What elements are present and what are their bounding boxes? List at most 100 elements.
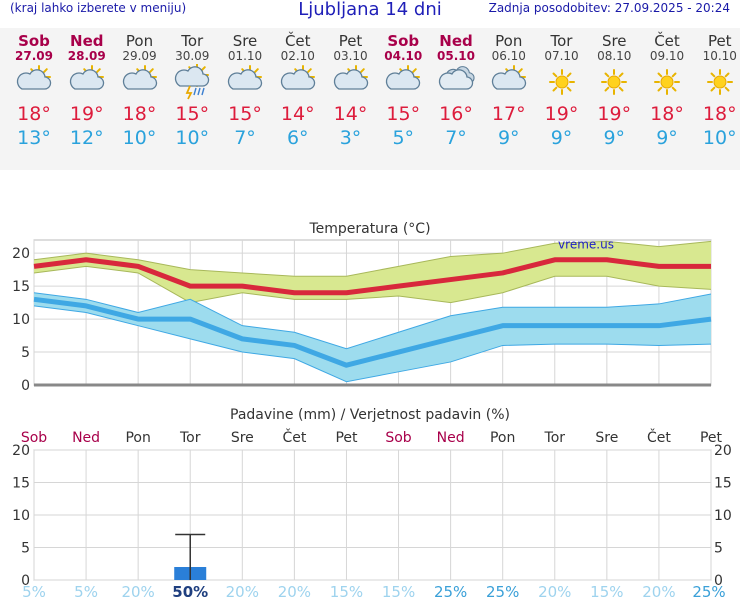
category-label: Tor	[179, 430, 201, 446]
max-temperature: 18°	[650, 103, 684, 125]
day-date: 02.10	[280, 49, 315, 63]
weather-icon-cell	[377, 62, 429, 102]
day-column: Pet 03.10 14° 3°	[325, 28, 377, 170]
probability-label: 20%	[278, 583, 311, 600]
category-label: Sre	[595, 430, 618, 446]
min-temperature: 9°	[497, 127, 520, 149]
probability-label: 15%	[330, 583, 363, 600]
probability-label: 15%	[590, 583, 623, 600]
y-tick-label: 5	[21, 345, 30, 361]
probability-label: 50%	[172, 583, 208, 600]
day-name: Pet	[707, 32, 732, 50]
min-temperature: 10°	[175, 127, 210, 149]
max-temperature: 19°	[597, 103, 632, 125]
category-label: Pet	[700, 430, 723, 446]
sun-icon	[548, 69, 575, 95]
weather-icon-cell	[166, 62, 218, 102]
probability-label: 25%	[486, 583, 519, 600]
weather-icon-cell	[694, 62, 740, 102]
min-temperature: 6°	[286, 127, 309, 149]
uncertainty-band	[34, 292, 711, 382]
day-name: Čet	[284, 32, 311, 50]
category-label: Sre	[231, 430, 254, 446]
day-name: Čet	[654, 32, 680, 50]
max-temperature: 19°	[544, 103, 579, 125]
min-temperature: 10°	[702, 127, 737, 149]
day-date: 08.10	[597, 49, 632, 63]
day-name: Tor	[550, 32, 573, 50]
chart-title: Padavine (mm) / Verjetnost padavin (%)	[230, 407, 510, 423]
day-column: Pon 29.09 18° 10°	[114, 28, 166, 170]
weather-icon-cell	[272, 62, 324, 102]
sun-icon	[601, 69, 628, 95]
category-label: Pon	[490, 430, 515, 446]
category-label: Čet	[282, 428, 306, 446]
weather-icon-cell	[430, 62, 482, 102]
day-column: Tor 30.09 15° 10°	[166, 28, 218, 170]
y-tick-label: 15	[12, 279, 30, 295]
probability-label: 5%	[22, 583, 46, 600]
max-temperature: 18°	[17, 103, 51, 125]
category-label: Čet	[647, 428, 671, 446]
partly-cloudy-icon	[491, 65, 526, 90]
daily-forecast-strip: Sob 27.09 18° 13° Ned 28.09 19° 12° Pon 29.09 18° 1…	[0, 28, 740, 170]
day-name: Pon	[495, 32, 523, 50]
category-label: Tor	[544, 430, 566, 446]
y-tick-label: 0	[21, 378, 30, 394]
weather-icon-cell	[483, 62, 535, 102]
day-date: 30.09	[175, 49, 210, 63]
probability-label: 5%	[74, 583, 98, 600]
temperature-chart: Temperatura (°C) 0 5 10 15 20 vreme.us	[12, 221, 712, 394]
max-temperature: 15°	[175, 103, 210, 125]
weather-icon-cell	[588, 62, 640, 102]
probability-label: 20%	[538, 583, 571, 600]
max-temperature: 19°	[69, 103, 104, 125]
band-edge	[33, 265, 712, 304]
y-tick-label-left: 5	[21, 541, 30, 557]
band-edge	[33, 305, 712, 383]
probability-label: 20%	[642, 583, 675, 600]
max-temperature: 18°	[702, 103, 737, 125]
cloudy-icon	[438, 66, 475, 90]
band-edge	[33, 292, 712, 350]
day-name: Sre	[232, 32, 258, 50]
day-date: 09.10	[649, 49, 685, 63]
min-temperature: 12°	[69, 127, 104, 149]
min-temperature: 5°	[392, 127, 415, 149]
day-column: Pon 06.10 17° 9°	[483, 28, 535, 170]
day-column: Čet 02.10 14° 6°	[272, 28, 324, 170]
day-column: Pet 10.10 18° 10°	[694, 28, 740, 170]
y-tick-label-right: 5	[714, 541, 723, 557]
category-label: Pon	[125, 430, 150, 446]
category-label: Ned	[72, 430, 100, 446]
partly-cloudy-icon	[333, 65, 368, 90]
partly-cloudy-icon	[386, 65, 421, 90]
day-column: Čet 09.10 18° 9°	[641, 28, 693, 170]
probability-label: 20%	[121, 583, 154, 600]
weather-icon-cell	[219, 62, 271, 102]
y-tick-label-right: 15	[714, 476, 732, 492]
location-hint[interactable]: (kraj lahko izberete v meniju)	[10, 1, 187, 15]
category-label: Ned	[437, 430, 465, 446]
min-temperature: 10°	[122, 127, 157, 149]
day-date: 03.10	[333, 49, 368, 63]
day-date: 28.09	[67, 49, 106, 63]
min-temperature: 9°	[656, 127, 678, 149]
max-temperature-line	[33, 257, 711, 296]
band-edge	[33, 240, 712, 277]
y-tick-label-right: 10	[714, 508, 732, 524]
max-temperature: 16°	[439, 103, 473, 125]
min-temperature: 3°	[339, 127, 362, 149]
watermark: vreme.us	[558, 238, 614, 252]
day-name: Sre	[601, 32, 627, 50]
day-column: Ned 05.10 16° 7°	[430, 28, 482, 170]
probability-label: 15%	[382, 583, 415, 600]
min-temperature: 9°	[550, 127, 573, 149]
day-date: 04.10	[384, 49, 423, 63]
y-tick-label: 20	[12, 246, 30, 262]
y-tick-label-left: 10	[12, 508, 30, 524]
day-name: Ned	[439, 32, 473, 50]
page-title: Ljubljana 14 dni	[298, 0, 442, 20]
y-tick-label: 10	[12, 312, 30, 328]
header: (kraj lahko izberete v meniju) Ljubljana…	[0, 0, 740, 22]
